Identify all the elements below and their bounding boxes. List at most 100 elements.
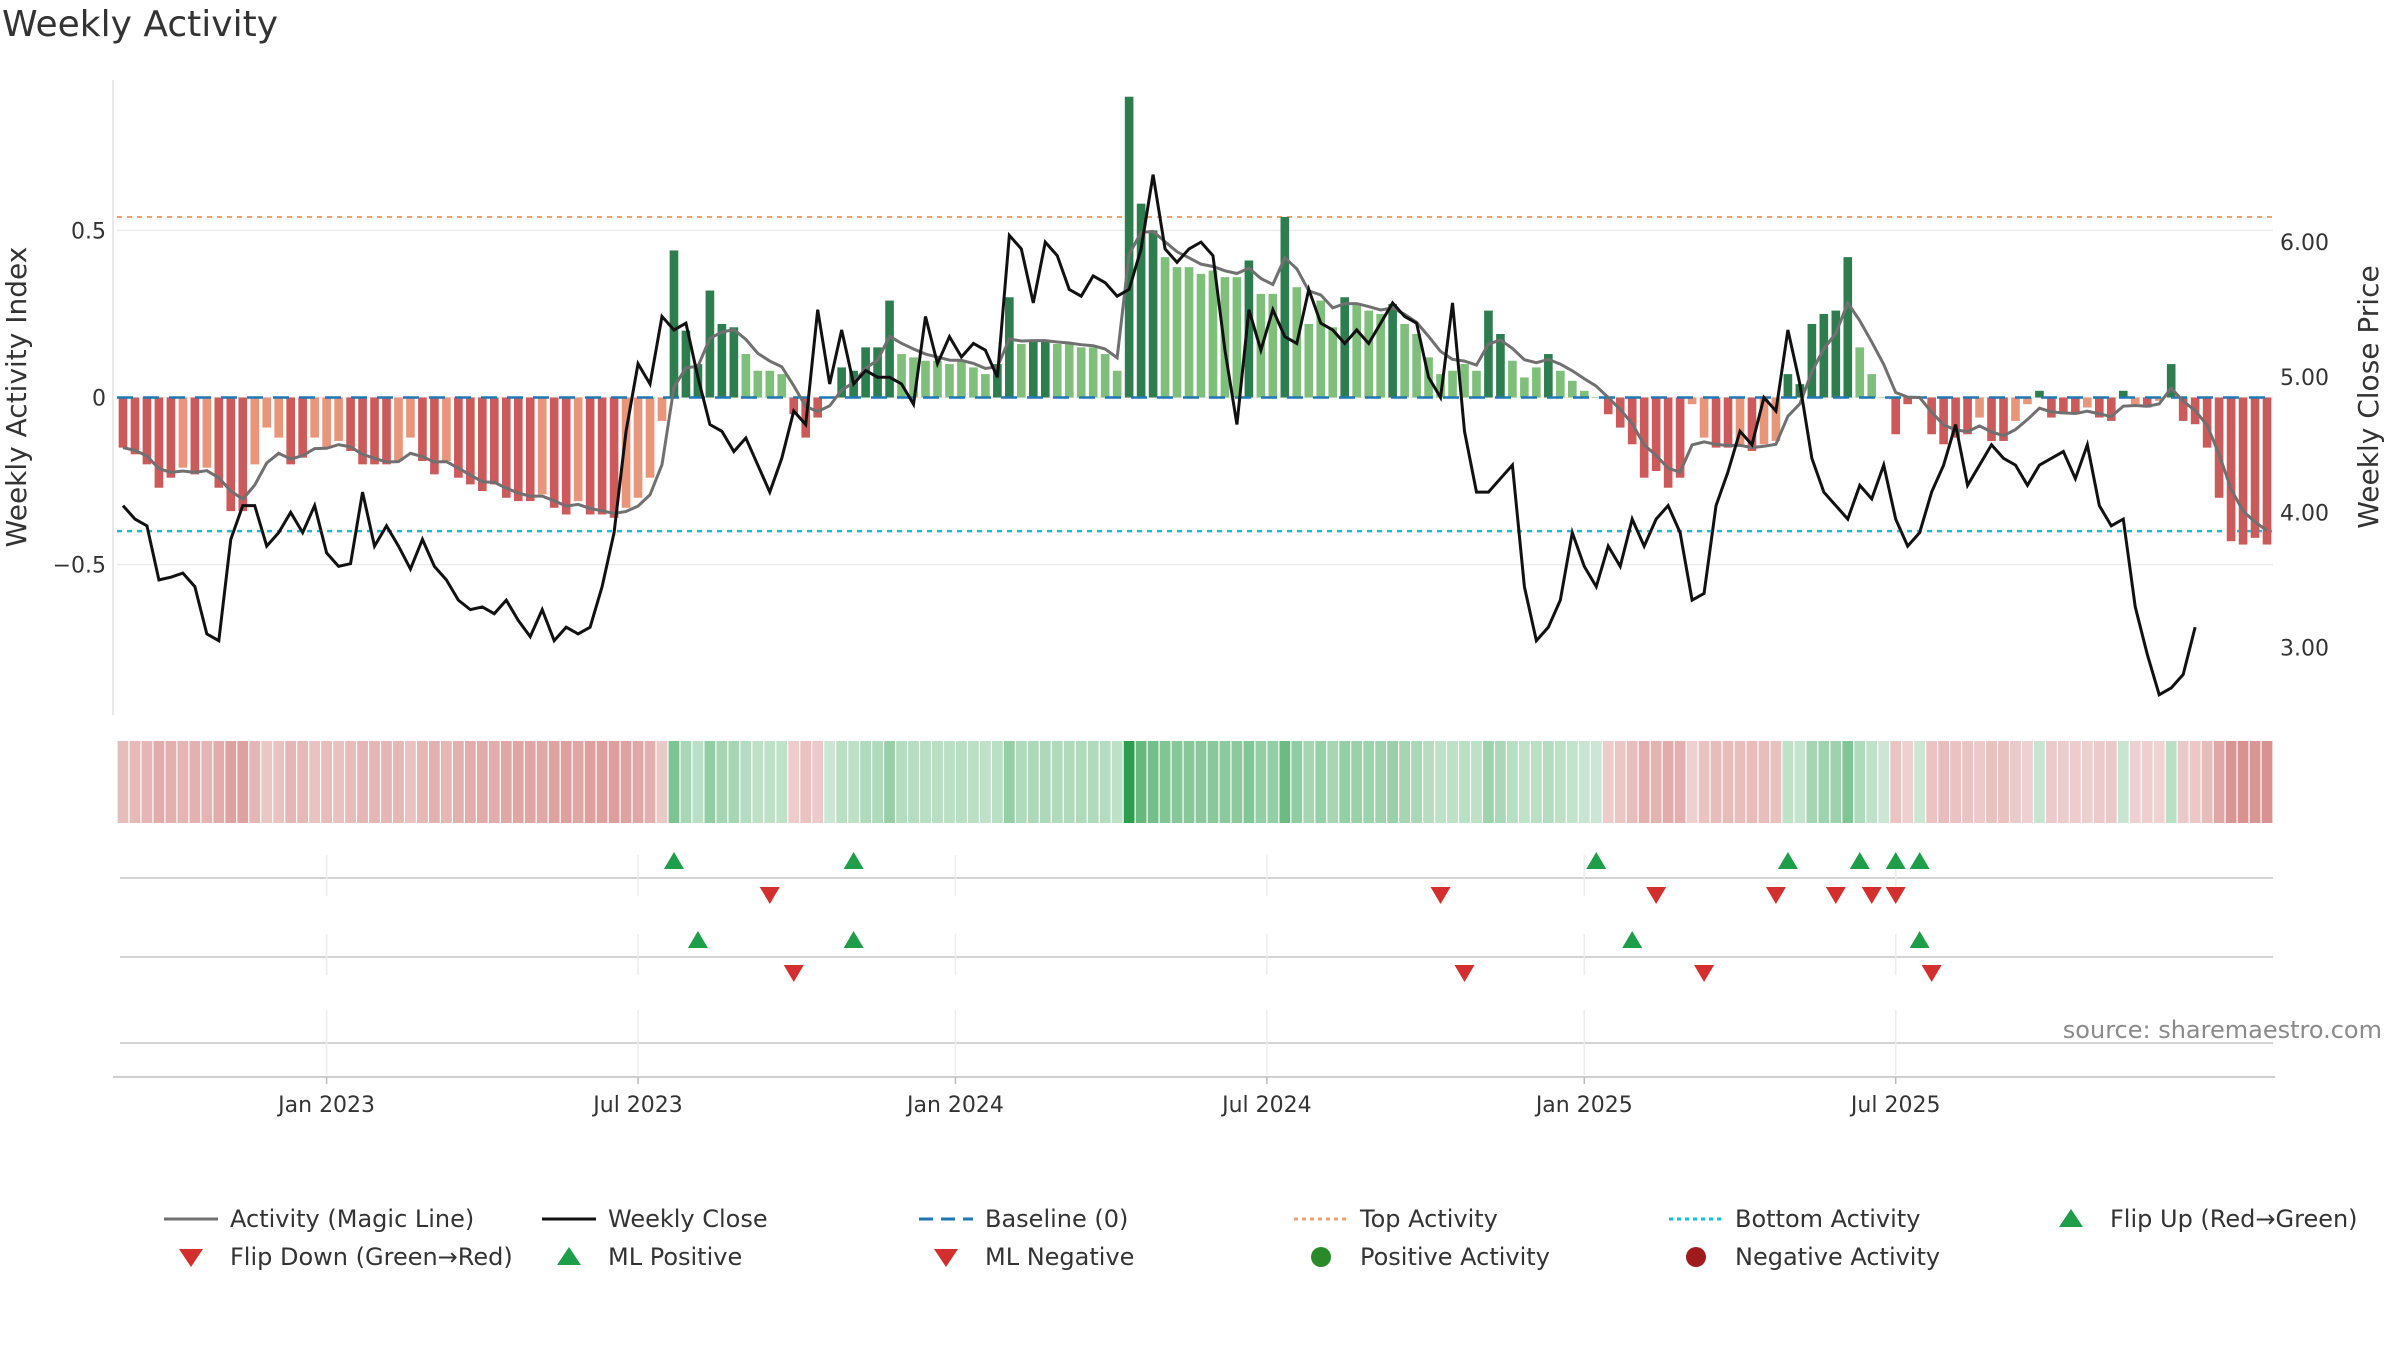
legend-label: Negative Activity (1735, 1243, 1941, 1271)
left-axis-title: Weekly Activity Index (0, 247, 33, 548)
activity-bar (1412, 334, 1421, 398)
left-tick-label: 0.5 (71, 219, 106, 244)
activity-bar (1747, 397, 1757, 451)
heat-strip-cell (836, 741, 848, 823)
activity-bar (993, 364, 1002, 398)
heat-strip-cell (1027, 741, 1039, 823)
heat-strip-cell (1063, 741, 1075, 823)
activity-bar (1735, 397, 1745, 445)
heat-strip-cell (2010, 741, 2021, 823)
activity-bar (621, 397, 631, 508)
activity-bar (1484, 310, 1493, 398)
heat-strip-cell (860, 741, 871, 823)
activity-bar (1017, 344, 1026, 398)
activity-bar (1520, 377, 1529, 398)
legend-item-negative-activity: Negative Activity (1665, 1242, 1940, 1272)
heat-strip-cell (548, 741, 560, 823)
heat-strip-cell (1363, 741, 1375, 823)
heat-strip-cell (2046, 741, 2057, 823)
heat-strip-cell (1015, 741, 1027, 823)
heat-strip-cell (2034, 741, 2045, 823)
activity-bar (334, 397, 343, 441)
ml-positive-marker (1622, 931, 1643, 948)
heat-strip-cell (1830, 741, 1842, 823)
activity-bar (1208, 270, 1218, 398)
activity-bar (1196, 273, 1206, 398)
heat-strip-cell (1662, 741, 1674, 823)
legend-item-weekly-close: Weekly Close (538, 1204, 768, 1234)
activity-bar (1532, 367, 1541, 398)
heat-strip-cell (1351, 741, 1363, 823)
legend-item-ml-positive: ML Positive (538, 1242, 742, 1272)
activity-bar (346, 397, 355, 451)
activity-bar (454, 397, 463, 478)
activity-bar (1891, 397, 1901, 435)
legend-label: Bottom Activity (1735, 1205, 1921, 1233)
heat-strip-cell (1962, 741, 1973, 823)
heat-strip-cell (572, 741, 584, 823)
activity-bar (1364, 310, 1373, 398)
activity-bar (1999, 397, 2008, 441)
heat-strip-cell (1806, 741, 1818, 823)
activity-bar (1663, 397, 1673, 488)
legend-label: ML Negative (985, 1243, 1135, 1271)
heat-strip-cell (2081, 741, 2093, 823)
heat-strip-cell (896, 741, 907, 823)
activity-bar (286, 397, 295, 465)
ml-negative-marker (783, 965, 804, 982)
activity-bar (897, 354, 906, 398)
flip-up-marker (1885, 852, 1906, 869)
heat-strip-cell (333, 741, 344, 823)
flip-down-marker (1861, 887, 1882, 904)
activity-bar (2023, 397, 2032, 405)
activity-bar (2083, 397, 2092, 408)
heat-strip-cell (991, 741, 1003, 823)
heat-strip-cell (441, 741, 452, 823)
activity-bar (1699, 397, 1709, 438)
heat-strip-cell (2117, 741, 2129, 823)
activity-bar (645, 397, 655, 478)
heat-strip-cell (393, 741, 404, 823)
heat-strip-cell (1327, 741, 1339, 823)
heat-strip-cell (680, 741, 692, 823)
activity-bar (969, 367, 978, 398)
heat-strip-cell (2177, 741, 2189, 823)
legend-label: Positive Activity (1360, 1243, 1550, 1271)
heat-strip-cell (1758, 741, 1770, 823)
activity-bar (358, 397, 367, 465)
heat-strip-cell (1219, 741, 1231, 823)
activity-bar (1807, 323, 1817, 398)
activity-bar (549, 397, 559, 508)
chart-legend: Activity (Magic Line) Weekly Close Basel… (160, 1204, 2400, 1294)
activity-bar (1591, 397, 1601, 398)
heat-strip-cell (1638, 741, 1650, 823)
heat-strip-cell (1123, 741, 1135, 823)
heat-strip-cell (129, 741, 141, 823)
activity-bar (1579, 390, 1589, 398)
heat-strip-cell (1902, 741, 1914, 823)
heat-strip-cell (1722, 741, 1734, 823)
heat-strip-cell (1890, 741, 1902, 823)
heat-strip-cell (884, 741, 895, 823)
legend-triangle-down-red-icon (160, 1242, 222, 1272)
magic-line (122, 229, 2268, 533)
activity-bar (394, 397, 403, 461)
heat-strip-cell (2153, 741, 2165, 823)
activity-bar (705, 290, 715, 398)
legend-circle-red-icon (1665, 1242, 1727, 1272)
chart-title: Weekly Activity (2, 4, 279, 45)
activity-bar (2250, 397, 2260, 538)
activity-bar (1544, 354, 1553, 398)
heat-strip-cell (1938, 741, 1949, 823)
heat-strip-cell (1974, 741, 1985, 823)
activity-bar (2226, 397, 2236, 542)
heat-strip-cell (1698, 741, 1710, 823)
heat-strip-cell (237, 741, 249, 823)
activity-bar (681, 330, 691, 398)
legend-label: Top Activity (1360, 1205, 1498, 1233)
activity-bar (789, 397, 799, 415)
heat-strip-cell (321, 741, 332, 823)
activity-bar (2166, 364, 2176, 398)
heat-strip-cell (848, 741, 860, 823)
legend-label: Baseline (0) (985, 1205, 1129, 1233)
